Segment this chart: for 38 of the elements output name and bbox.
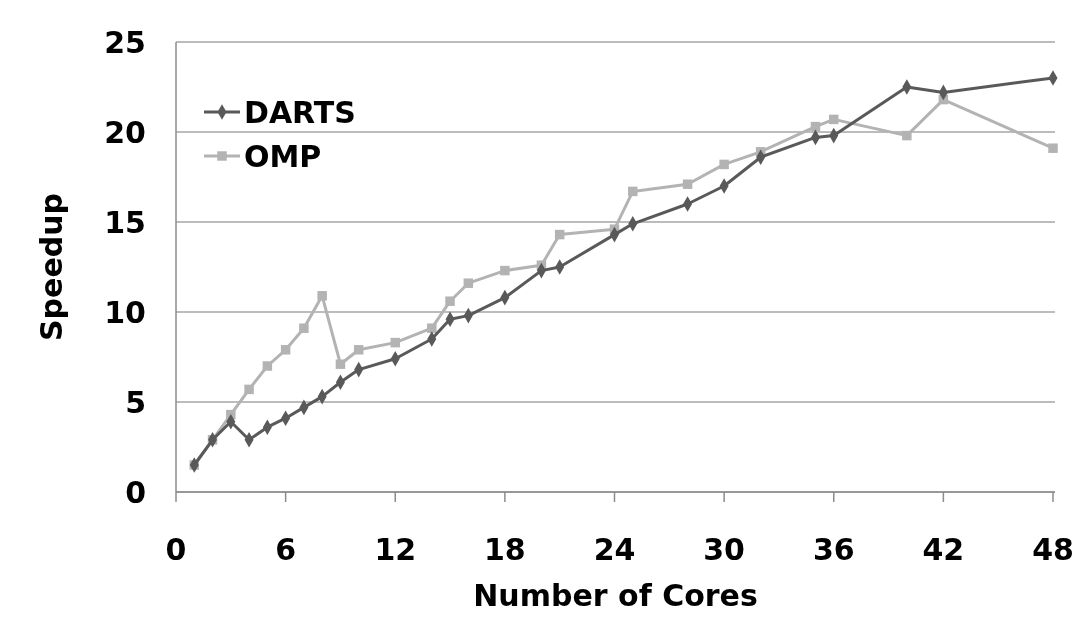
- point: [445, 296, 455, 306]
- legend-label: DARTS: [244, 94, 356, 130]
- x-tick-label: 12: [374, 532, 417, 567]
- x-tick-label: 30: [703, 532, 745, 567]
- point: [335, 359, 346, 369]
- point: [719, 159, 729, 170]
- point: [628, 186, 638, 197]
- y-tick-label: 10: [104, 294, 146, 330]
- x-tick-label: 42: [922, 532, 965, 567]
- y-tick-label: 20: [104, 114, 146, 150]
- x-tick-label: 6: [275, 532, 297, 567]
- point: [500, 265, 510, 276]
- x-tick-label: 18: [484, 532, 526, 567]
- point: [317, 291, 327, 301]
- point: [1048, 143, 1058, 153]
- y-axis-title: Speedup: [34, 192, 69, 342]
- point: [353, 345, 364, 355]
- y-tick-label: 0: [125, 474, 146, 510]
- x-axis-title: Number of Cores: [473, 578, 758, 613]
- point: [554, 229, 565, 240]
- point: [299, 323, 309, 333]
- point: [829, 114, 839, 125]
- point: [463, 278, 474, 288]
- y-tick-label: 5: [125, 384, 146, 420]
- legend-label: OMP: [244, 138, 322, 174]
- y-tick-label: 15: [104, 204, 146, 240]
- point: [390, 337, 400, 348]
- point: [280, 345, 291, 355]
- point: [902, 130, 912, 141]
- point: [682, 179, 693, 189]
- x-tick-label: 0: [165, 532, 187, 567]
- point: [244, 384, 254, 395]
- y-tick-label: 25: [104, 24, 146, 60]
- x-tick-label: 48: [1032, 532, 1074, 567]
- x-tick-label: 24: [593, 532, 636, 567]
- point: [262, 361, 273, 371]
- point: [427, 323, 437, 333]
- x-tick-label: 36: [812, 532, 855, 567]
